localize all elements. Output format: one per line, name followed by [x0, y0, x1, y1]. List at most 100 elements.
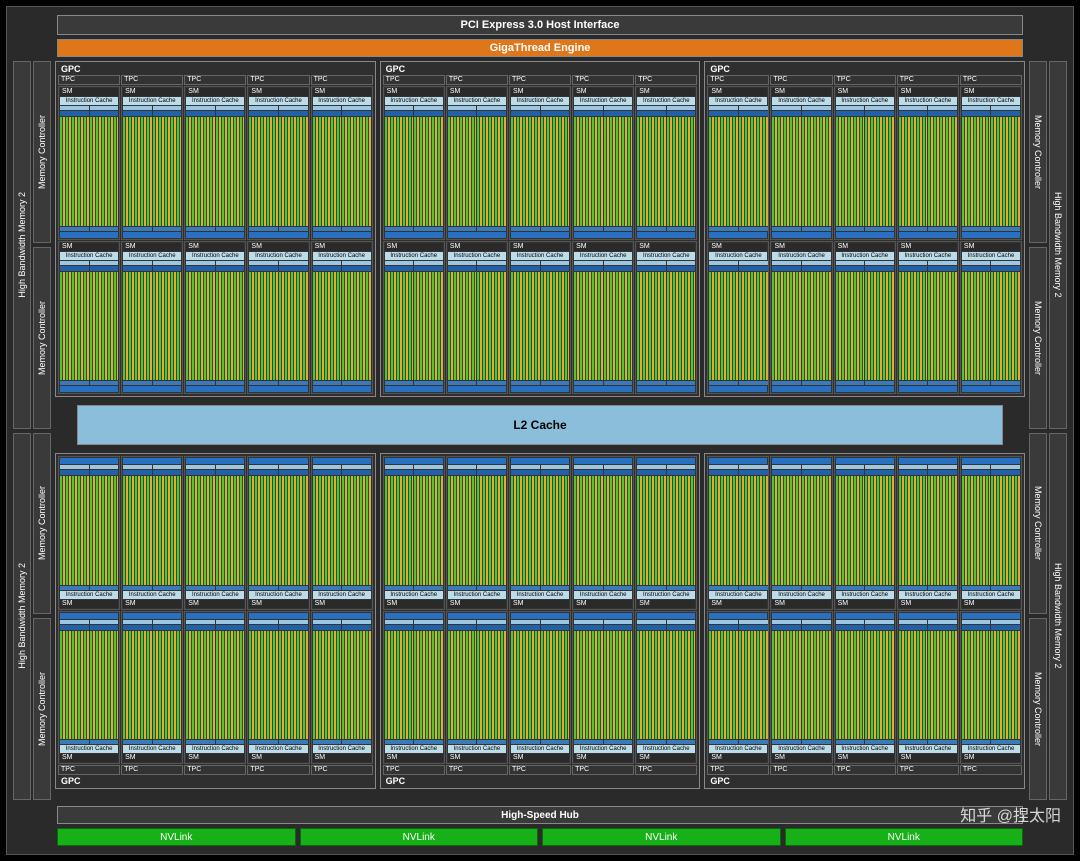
- sm-partition: [477, 261, 506, 386]
- sm-partition: [279, 261, 308, 386]
- sm-block: SMInstruction Cache: [572, 456, 634, 610]
- sm-label: SM: [385, 243, 443, 251]
- gpc-label: GPC: [707, 776, 1022, 786]
- cuda-cores: [991, 272, 1020, 381]
- sm-label: SM: [60, 754, 118, 762]
- sm-partition: [709, 465, 738, 590]
- sm-partition: [604, 620, 633, 745]
- shared-memory: [574, 458, 632, 464]
- sm-label: SM: [574, 243, 632, 251]
- cuda-cores: [279, 631, 308, 740]
- sm-partition: [385, 620, 414, 745]
- shared-memory: [186, 458, 244, 464]
- sm-label: SM: [60, 88, 118, 96]
- sm-partition: [836, 620, 865, 745]
- sm-label: SM: [772, 243, 830, 251]
- nvlink: NVLink: [300, 828, 539, 846]
- cuda-cores: [899, 476, 928, 585]
- cuda-cores: [836, 117, 865, 226]
- sm-partition: [153, 106, 182, 231]
- sm-block: SMInstruction Cache: [311, 456, 373, 610]
- shared-memory: [709, 458, 767, 464]
- instruction-cache: Instruction Cache: [249, 97, 307, 105]
- sm-label: SM: [836, 88, 894, 96]
- tpc-label: TPC: [247, 765, 309, 775]
- sm-partition: [123, 465, 152, 590]
- sm-partition: [60, 261, 89, 386]
- sm-partition: [991, 261, 1020, 386]
- sm-partition: [90, 106, 119, 231]
- cuda-cores: [667, 631, 696, 740]
- sm-partition: [574, 106, 603, 231]
- instruction-cache: Instruction Cache: [899, 591, 957, 599]
- sm-label: SM: [385, 88, 443, 96]
- cuda-cores: [153, 476, 182, 585]
- tpc-label: TPC: [960, 75, 1022, 85]
- shared-memory: [962, 232, 1020, 238]
- sm-block: SMInstruction Cache: [446, 241, 508, 395]
- hbm-label: High Bandwidth Memory 2: [17, 563, 27, 669]
- sm-block: SMInstruction Cache: [897, 241, 959, 395]
- shared-memory: [313, 458, 371, 464]
- sm-block: SMInstruction Cache: [707, 86, 769, 240]
- sm-block: SMInstruction Cache: [834, 241, 896, 395]
- cuda-cores: [962, 476, 991, 585]
- sm-partition: [637, 620, 666, 745]
- hbm-label: High Bandwidth Memory 2: [1053, 192, 1063, 298]
- cuda-cores: [604, 272, 633, 381]
- sm-partition: [385, 465, 414, 590]
- sm-block: SMInstruction Cache: [509, 611, 571, 765]
- cuda-cores: [802, 272, 831, 381]
- sm-block: SMInstruction Cache: [446, 456, 508, 610]
- cuda-cores: [574, 272, 603, 381]
- sm-label: SM: [448, 600, 506, 608]
- shared-memory: [574, 613, 632, 619]
- shared-memory: [637, 232, 695, 238]
- sm-partition: [928, 465, 957, 590]
- cuda-cores: [123, 476, 152, 585]
- shared-memory: [313, 613, 371, 619]
- cuda-cores: [899, 631, 928, 740]
- sm-partition: [186, 261, 215, 386]
- cuda-cores: [836, 476, 865, 585]
- sm-block: SMInstruction Cache: [121, 86, 183, 240]
- shared-memory: [249, 232, 307, 238]
- sm-partition: [123, 106, 152, 231]
- sm-label: SM: [772, 88, 830, 96]
- sm-label: SM: [709, 243, 767, 251]
- sm-block: SMInstruction Cache: [121, 611, 183, 765]
- sm-label: SM: [709, 754, 767, 762]
- cuda-cores: [667, 117, 696, 226]
- sm-partition: [802, 620, 831, 745]
- instruction-cache: Instruction Cache: [313, 97, 371, 105]
- nvlink-row: NVLink NVLink NVLink NVLink: [57, 828, 1023, 846]
- cuda-cores: [123, 631, 152, 740]
- cuda-cores: [637, 272, 666, 381]
- cuda-cores: [477, 272, 506, 381]
- sm-partition: [186, 620, 215, 745]
- cuda-cores: [709, 117, 738, 226]
- sm-partition: [836, 106, 865, 231]
- instruction-cache: Instruction Cache: [899, 97, 957, 105]
- sm-label: SM: [637, 88, 695, 96]
- instruction-cache: Instruction Cache: [574, 745, 632, 753]
- cuda-cores: [60, 631, 89, 740]
- sm-label: SM: [574, 88, 632, 96]
- sm-block: SMInstruction Cache: [184, 86, 246, 240]
- memctrl-label: Memory Controller: [37, 301, 47, 375]
- tpc-label: TPC: [635, 75, 697, 85]
- cuda-cores: [477, 631, 506, 740]
- cuda-cores: [865, 117, 894, 226]
- cuda-cores: [385, 631, 414, 740]
- sm-label: SM: [709, 600, 767, 608]
- cuda-cores: [249, 272, 278, 381]
- sm-partition: [511, 106, 540, 231]
- cuda-cores: [385, 117, 414, 226]
- sm-partition: [772, 106, 801, 231]
- instruction-cache: Instruction Cache: [836, 252, 894, 260]
- shared-memory: [709, 613, 767, 619]
- shared-memory: [511, 458, 569, 464]
- memctrl-label: Memory Controller: [37, 486, 47, 560]
- shared-memory: [772, 232, 830, 238]
- instruction-cache: Instruction Cache: [123, 591, 181, 599]
